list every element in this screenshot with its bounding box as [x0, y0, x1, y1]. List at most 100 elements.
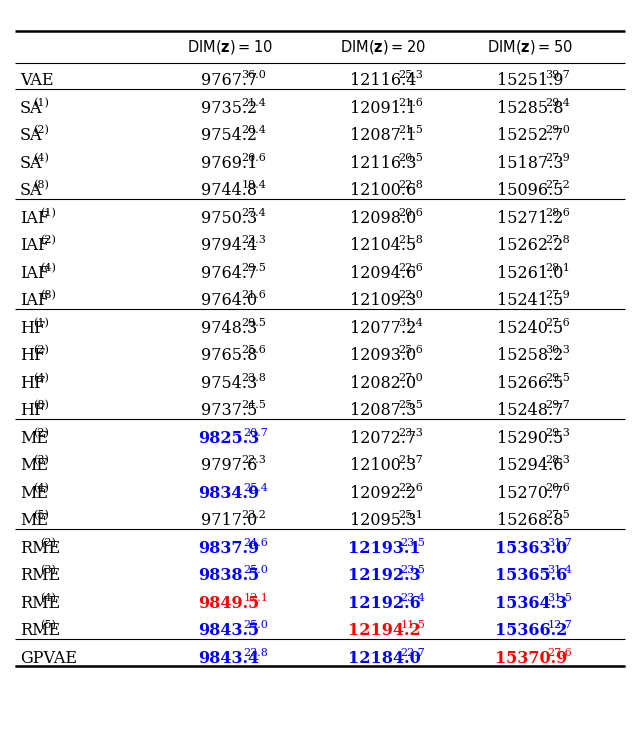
Text: (4): (4): [34, 373, 49, 383]
Text: 25.1: 25.1: [398, 510, 422, 521]
Text: 15096.5: 15096.5: [497, 182, 564, 199]
Text: 12100.6: 12100.6: [350, 182, 417, 199]
Text: 12094.6: 12094.6: [350, 265, 417, 281]
Text: HF: HF: [20, 320, 45, 337]
Text: 23.8: 23.8: [243, 648, 268, 658]
Text: 12077.2: 12077.2: [350, 320, 417, 337]
Text: 15266.5: 15266.5: [497, 375, 564, 391]
Text: ME: ME: [20, 457, 48, 475]
Text: 12192.3: 12192.3: [348, 567, 420, 584]
Text: 9837.9: 9837.9: [198, 539, 260, 557]
Text: 15252.7: 15252.7: [497, 128, 564, 144]
Text: 27.0: 27.0: [398, 373, 422, 383]
Text: 12093.0: 12093.0: [350, 347, 417, 364]
Text: 27.2: 27.2: [545, 180, 570, 190]
Text: 29.3: 29.3: [545, 428, 570, 437]
Text: 20.6: 20.6: [398, 208, 422, 218]
Text: 9765.8: 9765.8: [200, 347, 257, 364]
Text: 23.2: 23.2: [241, 510, 266, 521]
Text: 27.6: 27.6: [545, 318, 570, 328]
Text: (1): (1): [40, 208, 56, 218]
Text: 23.3: 23.3: [398, 428, 422, 437]
Text: 31.5: 31.5: [547, 593, 572, 603]
Text: 9797.6: 9797.6: [200, 457, 257, 475]
Text: 12192.6: 12192.6: [348, 595, 420, 612]
Text: 27.6: 27.6: [547, 648, 572, 658]
Text: 27.9: 27.9: [545, 153, 570, 163]
Text: 9737.5: 9737.5: [200, 402, 257, 419]
Text: 9767.7: 9767.7: [200, 72, 257, 89]
Text: 20.7: 20.7: [243, 428, 268, 437]
Text: 9794.4: 9794.4: [200, 237, 257, 254]
Text: 9735.2: 9735.2: [200, 100, 257, 117]
Text: 15187.3: 15187.3: [497, 155, 564, 172]
Text: 25.0: 25.0: [243, 565, 268, 575]
Text: 22.8: 22.8: [398, 180, 422, 190]
Text: 25.4: 25.4: [243, 483, 268, 493]
Text: 21.5: 21.5: [398, 125, 422, 136]
Text: 15365.6: 15365.6: [495, 567, 567, 584]
Text: 15240.5: 15240.5: [497, 320, 563, 337]
Text: VAE: VAE: [20, 72, 54, 89]
Text: ME: ME: [20, 430, 48, 447]
Text: HF: HF: [20, 402, 45, 419]
Text: RME: RME: [20, 595, 60, 612]
Text: 15290.5: 15290.5: [497, 430, 564, 447]
Text: 21.7: 21.7: [398, 455, 422, 465]
Text: 31.4: 31.4: [398, 318, 422, 328]
Text: 23.4: 23.4: [400, 593, 425, 603]
Text: 15268.8: 15268.8: [497, 512, 564, 529]
Text: (1): (1): [34, 318, 49, 328]
Text: 27.8: 27.8: [545, 235, 570, 245]
Text: RME: RME: [20, 567, 60, 584]
Text: 15285.8: 15285.8: [497, 100, 564, 117]
Text: 15261.0: 15261.0: [497, 265, 564, 281]
Text: 23.3: 23.3: [241, 235, 266, 245]
Text: 30.3: 30.3: [545, 346, 570, 355]
Text: SA: SA: [20, 128, 42, 144]
Text: 9748.3: 9748.3: [200, 320, 257, 337]
Text: IAF: IAF: [20, 210, 49, 227]
Text: 15366.2: 15366.2: [495, 623, 567, 639]
Text: 19.4: 19.4: [241, 180, 266, 190]
Text: 20.6: 20.6: [241, 153, 266, 163]
Text: (2): (2): [34, 125, 49, 136]
Text: 28.3: 28.3: [545, 455, 570, 465]
Text: SA: SA: [20, 182, 42, 199]
Text: 28.1: 28.1: [545, 262, 570, 273]
Text: 39.7: 39.7: [545, 70, 570, 80]
Text: 15364.3: 15364.3: [495, 595, 567, 612]
Text: (3): (3): [34, 455, 49, 465]
Text: 9754.3: 9754.3: [200, 375, 257, 391]
Text: HF: HF: [20, 347, 45, 364]
Text: 12.1: 12.1: [243, 593, 268, 603]
Text: 12193.1: 12193.1: [348, 539, 420, 557]
Text: 12082.0: 12082.0: [350, 375, 417, 391]
Text: IAF: IAF: [20, 265, 49, 281]
Text: (4): (4): [40, 262, 56, 273]
Text: 29.7: 29.7: [545, 400, 570, 410]
Text: 15248.7: 15248.7: [497, 402, 564, 419]
Text: $\mathrm{DIM}(\mathbf{z}) = 20$: $\mathrm{DIM}(\mathbf{z}) = 20$: [340, 38, 426, 56]
Text: 20.6: 20.6: [545, 483, 570, 493]
Text: (5): (5): [40, 620, 56, 631]
Text: 20.4: 20.4: [241, 125, 266, 136]
Text: 27.9: 27.9: [545, 290, 570, 300]
Text: 12092.2: 12092.2: [350, 485, 417, 502]
Text: 12184.0: 12184.0: [348, 650, 420, 667]
Text: 9825.3: 9825.3: [198, 430, 260, 447]
Text: 9843.4: 9843.4: [198, 650, 260, 667]
Text: 31.7: 31.7: [547, 538, 572, 547]
Text: 15363.0: 15363.0: [495, 539, 567, 557]
Text: ME: ME: [20, 485, 48, 502]
Text: 11.5: 11.5: [400, 620, 425, 631]
Text: 12072.7: 12072.7: [350, 430, 417, 447]
Text: 21.8: 21.8: [398, 235, 422, 245]
Text: 22.3: 22.3: [241, 455, 266, 465]
Text: SA: SA: [20, 100, 42, 117]
Text: 12194.2: 12194.2: [348, 623, 420, 639]
Text: 22.6: 22.6: [398, 483, 422, 493]
Text: IAF: IAF: [20, 292, 49, 309]
Text: 12098.0: 12098.0: [350, 210, 417, 227]
Text: 29.4: 29.4: [545, 98, 570, 108]
